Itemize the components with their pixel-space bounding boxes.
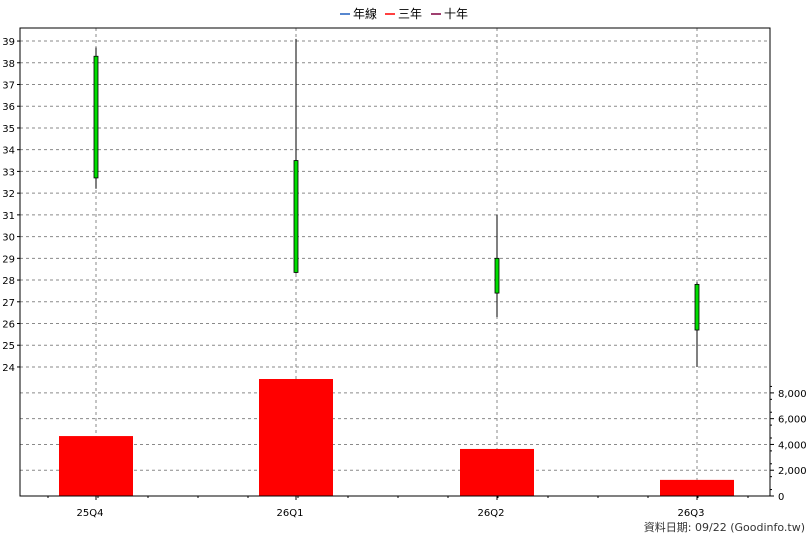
- price-tick-label: 31: [2, 211, 15, 222]
- price-tick-label: 30: [2, 233, 15, 244]
- price-tick-label: 25: [2, 341, 15, 352]
- grid: [20, 28, 770, 496]
- x-tick-label: 25Q4: [77, 508, 104, 519]
- price-tick-label: 33: [2, 167, 15, 178]
- price-tick-label: 39: [2, 37, 15, 48]
- volume-bar: [460, 448, 534, 496]
- volume-bar: [259, 379, 333, 496]
- volume-tick-label: 0: [778, 492, 784, 503]
- price-tick-label: 28: [2, 276, 15, 287]
- volume-tick-label: 2,000: [778, 466, 807, 477]
- price-tick-label: 24: [2, 363, 15, 374]
- price-tick-label: 36: [2, 102, 15, 113]
- plot-frame: [19, 27, 771, 497]
- x-tick-label: 26Q2: [478, 508, 505, 519]
- volume-axis: 0 2,000 4,000 6,000 8,000: [769, 380, 807, 503]
- legend-label-three-year: 三年: [398, 7, 422, 21]
- price-tick-label: 26: [2, 320, 15, 331]
- candles: [93, 38, 700, 367]
- volume-bar: [660, 479, 734, 496]
- price-tick-label: 32: [2, 189, 15, 200]
- x-tick-label: 26Q3: [678, 508, 705, 519]
- volume-tick-label: 8,000: [778, 389, 807, 400]
- price-tick-label: 34: [2, 146, 15, 157]
- legend: 年線 三年 十年: [340, 6, 468, 21]
- candle-body: [494, 257, 500, 294]
- price-tick-label: 35: [2, 124, 15, 135]
- volume-tick-label: 4,000: [778, 440, 807, 451]
- candle-body: [293, 160, 299, 273]
- price-tick-label: 38: [2, 59, 15, 70]
- data-date-footer: 資料日期: 09/22 (Goodinfo.tw): [644, 520, 805, 534]
- price-axis: 24 25 26 27 28 29 30 31 32 33 34 35 36 37 38 39: [2, 37, 20, 374]
- price-tick-label: 27: [2, 298, 15, 309]
- volume-tick-label: 6,000: [778, 415, 807, 426]
- legend-label-annual: 年線: [353, 6, 377, 21]
- x-tick-label: 26Q1: [277, 508, 304, 519]
- x-axis: 25Q4 26Q1 26Q2 26Q3: [47, 496, 749, 519]
- price-tick-label: 29: [2, 254, 15, 265]
- candle-body: [694, 283, 700, 331]
- volume-bars: [59, 379, 734, 496]
- volume-bar: [59, 436, 133, 496]
- candle-body: [93, 55, 99, 179]
- legend-label-ten-year: 十年: [444, 7, 468, 21]
- price-tick-label: 37: [2, 80, 15, 91]
